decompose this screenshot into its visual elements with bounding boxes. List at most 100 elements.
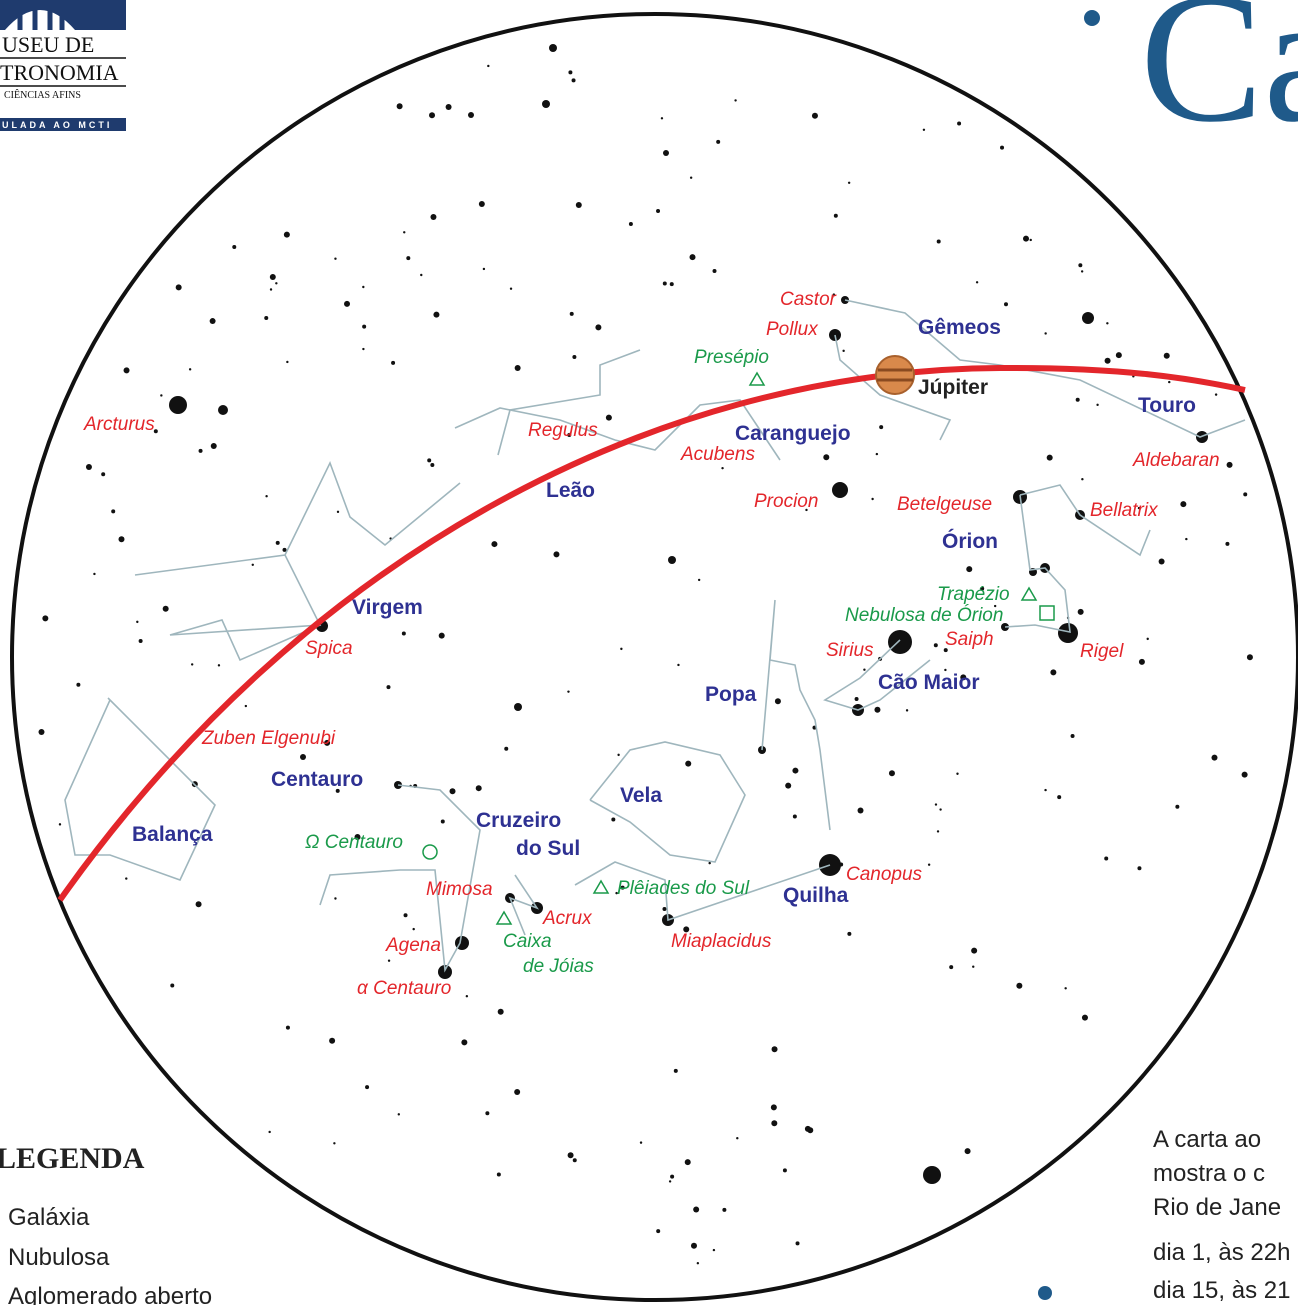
star-dot [975, 281, 979, 284]
star-dot [922, 128, 926, 131]
star-dot [571, 78, 576, 83]
star-dot [936, 830, 940, 833]
star-dot [683, 926, 690, 933]
star-dot [823, 454, 830, 461]
star-dot [333, 1142, 336, 1145]
star-dot [1104, 856, 1109, 861]
star-dot [1029, 238, 1032, 242]
star-dot [1226, 461, 1233, 468]
constellation-label: do Sul [516, 837, 580, 860]
star-dot [1106, 322, 1109, 325]
star-dot [275, 282, 278, 285]
star-dot [461, 1039, 468, 1046]
legend-title: LEGENDA [0, 1142, 145, 1175]
star-labels: Castor Pollux Regulus Acubens Procion Be… [83, 289, 1220, 999]
star-dot [944, 668, 947, 672]
legend-item: Nubulosa [8, 1244, 110, 1271]
globular-symbol [422, 844, 438, 860]
star-dot [265, 494, 268, 498]
star-dot [1050, 669, 1057, 676]
star-dot [198, 448, 203, 453]
star-dot [832, 293, 836, 296]
star-label: Arcturus [83, 414, 155, 435]
nebula-symbol [1039, 605, 1055, 621]
star-dot [888, 630, 912, 654]
star-dot [957, 121, 962, 126]
constellation-label: Vela [620, 784, 662, 807]
constellation-label: Caranguejo [735, 422, 851, 445]
star-dot [440, 819, 445, 824]
star-dot [905, 709, 909, 712]
star-dot [170, 983, 175, 988]
star-dot [964, 1148, 971, 1155]
star-dot [933, 643, 938, 648]
star-label: Sirius [826, 640, 874, 661]
star-label: Regulus [528, 420, 598, 441]
star-dot [960, 674, 967, 681]
caption-line: dia 1, às 22h [1153, 1239, 1290, 1266]
star-dot [496, 1172, 501, 1177]
legend-item: Galáxia [8, 1204, 90, 1231]
star-dot [429, 112, 436, 119]
star-dot [839, 862, 844, 867]
legend-item: Aglomerado aberto [8, 1283, 212, 1305]
star-dot [430, 213, 437, 220]
star-dot [1023, 235, 1030, 242]
star-dot [1075, 397, 1080, 402]
star-dot [217, 664, 221, 667]
deep-sky-labels: Presépio Trapézio Nebulosa de Órion Ω Ce… [305, 347, 1055, 977]
star-dot [329, 1037, 336, 1044]
star-dot [269, 288, 273, 291]
star-dot [980, 586, 985, 591]
star-dot [847, 931, 852, 936]
star-dot [475, 785, 482, 792]
star-dot [1185, 537, 1188, 541]
constellation-line [508, 874, 540, 936]
star-dot [1044, 332, 1047, 335]
star-dot [833, 213, 838, 218]
star-dot [386, 685, 391, 690]
star-dot [689, 176, 693, 179]
star-dot [324, 739, 331, 746]
star-dot [617, 753, 620, 757]
star-dot [420, 273, 423, 277]
star-dot [605, 414, 612, 421]
star-dot [1080, 270, 1084, 273]
star-dot [336, 510, 340, 514]
star-dot [832, 482, 848, 498]
star-dot [923, 1166, 941, 1184]
star-dot [956, 772, 959, 775]
star-dot [716, 139, 721, 144]
star-dot [175, 284, 182, 291]
logo-text: CIÊNCIAS AFINS [4, 89, 81, 101]
star-dot [334, 257, 337, 260]
star-dot [485, 1111, 490, 1116]
star-dot [805, 508, 808, 512]
title-dot [1084, 10, 1100, 26]
star-dot [427, 458, 432, 463]
star-dot [1137, 866, 1142, 871]
constellation-line [64, 697, 216, 881]
star-dot [1070, 734, 1075, 739]
star-label: Betelgeuse [897, 494, 992, 515]
star-dot [569, 311, 574, 316]
star-label: α Centauro [357, 978, 451, 999]
star-dot [567, 1152, 574, 1159]
star-dot [1096, 403, 1099, 407]
star-dot [42, 615, 49, 622]
star-dot [1243, 492, 1248, 497]
star-dot [639, 1141, 643, 1144]
star-dot [268, 1130, 271, 1134]
star-dot [188, 368, 192, 371]
star-dot [362, 285, 365, 289]
star-dot [1064, 987, 1067, 990]
star-dot [497, 1008, 504, 1015]
star-dot [251, 563, 254, 566]
star-dot [804, 1125, 811, 1132]
constellation-line [761, 599, 831, 831]
star-dot [93, 572, 96, 576]
constellation-line [497, 349, 641, 456]
star-dot [656, 208, 661, 213]
star-dot [285, 1025, 290, 1030]
